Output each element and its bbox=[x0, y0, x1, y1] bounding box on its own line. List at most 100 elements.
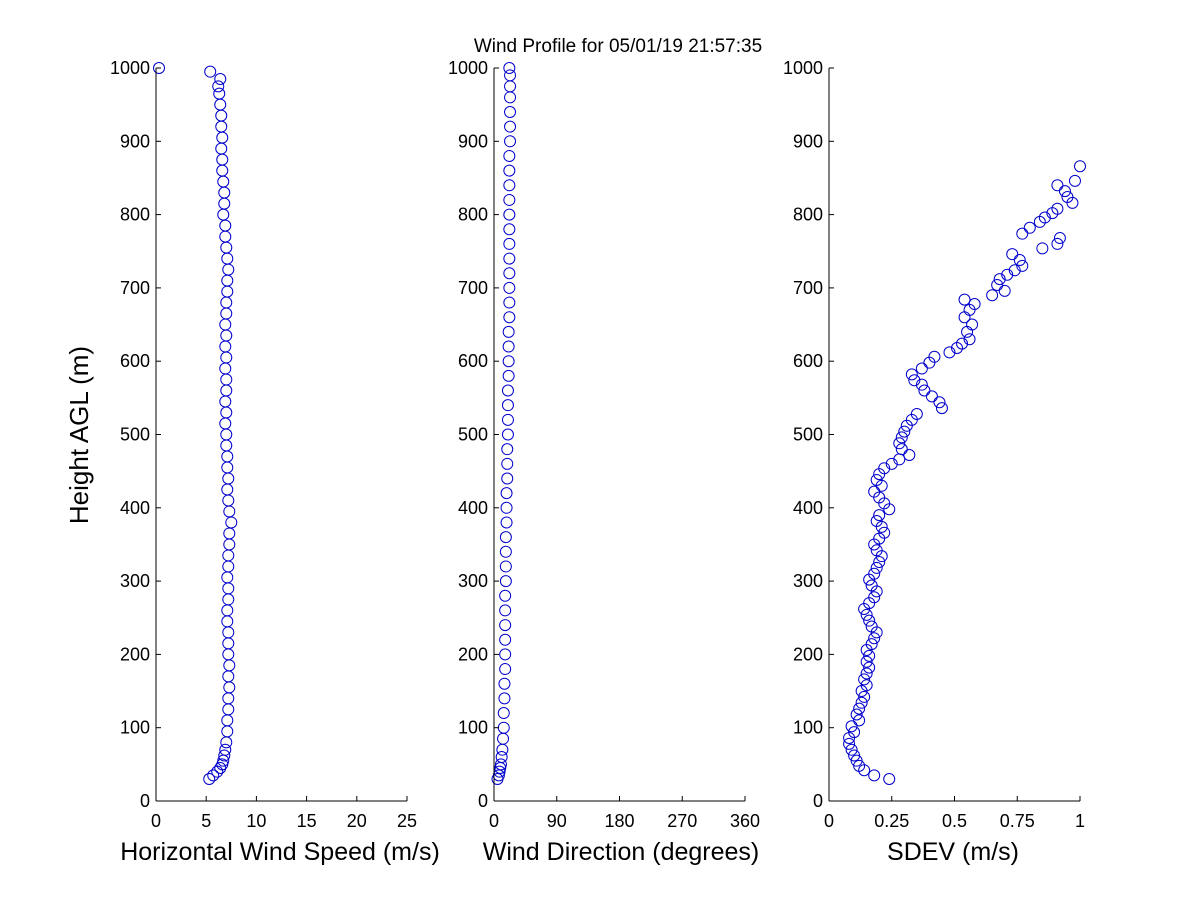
sdev-point bbox=[883, 773, 896, 786]
direction-point bbox=[503, 179, 516, 192]
direction-point bbox=[499, 648, 512, 661]
sdev-point bbox=[943, 346, 956, 359]
sdev-point bbox=[860, 679, 873, 692]
direction-point bbox=[502, 355, 515, 368]
direction-point bbox=[500, 516, 513, 529]
sdev-x-tick-label: 1 bbox=[1075, 811, 1085, 831]
sdev-point bbox=[863, 661, 876, 674]
sdev-point bbox=[986, 289, 999, 302]
sdev-point bbox=[966, 318, 979, 331]
direction-point bbox=[503, 62, 516, 74]
speed-x-tick-label: 25 bbox=[397, 811, 417, 831]
direction-point bbox=[503, 223, 516, 236]
sdev-point bbox=[870, 473, 883, 486]
sdev-y-tick-label: 300 bbox=[793, 571, 823, 591]
sdev-point bbox=[870, 561, 883, 574]
direction-point bbox=[503, 296, 516, 309]
sdev-point bbox=[865, 638, 878, 651]
sdev-point bbox=[993, 273, 1006, 286]
sdev-point bbox=[915, 378, 928, 391]
sdev-point bbox=[1023, 221, 1036, 234]
speed-point bbox=[153, 62, 166, 74]
speed-point bbox=[218, 749, 231, 762]
sdev-y-tick-label: 0 bbox=[813, 791, 823, 811]
direction-point bbox=[503, 267, 516, 280]
direction-point bbox=[498, 692, 511, 705]
sdev-point bbox=[956, 337, 969, 350]
direction-point bbox=[504, 135, 517, 148]
speed-x-tick-label: 5 bbox=[201, 811, 211, 831]
sdev-point bbox=[853, 714, 866, 727]
sdev-point bbox=[860, 608, 873, 621]
sdev-point bbox=[968, 298, 981, 311]
speed-axes: 0 100 200 300 400 500 600 700 800 900 1000 0 5 10 15 20… bbox=[110, 58, 417, 831]
direction-point bbox=[499, 619, 512, 632]
sdev-point bbox=[848, 749, 861, 762]
direction-y-tick-label: 1000 bbox=[448, 58, 488, 78]
sdev-point bbox=[1058, 185, 1071, 198]
sdev-point bbox=[858, 690, 871, 703]
direction-data-points bbox=[491, 62, 517, 786]
speed-y-tick-label: 300 bbox=[120, 571, 150, 591]
speed-y-tick-label: 0 bbox=[140, 791, 150, 811]
sdev-point bbox=[1001, 268, 1014, 281]
sdev-y-tick-label: 800 bbox=[793, 205, 823, 225]
sdev-point bbox=[893, 437, 906, 450]
direction-point bbox=[501, 399, 514, 412]
sdev-point bbox=[1061, 191, 1074, 204]
direction-point bbox=[500, 487, 513, 500]
speed-point bbox=[207, 769, 220, 782]
figure-title: Wind Profile for 05/01/19 21:57:35 bbox=[474, 36, 762, 57]
direction-point bbox=[503, 208, 516, 221]
sdev-point bbox=[863, 649, 876, 662]
sdev-panel: 0 100 200 300 400 500 600 700 800 900 1000 0 0.25 0.5… bbox=[783, 58, 1086, 866]
sdev-point bbox=[843, 737, 856, 750]
sdev-point bbox=[1051, 237, 1064, 250]
direction-point bbox=[501, 472, 514, 485]
direction-point bbox=[503, 252, 516, 265]
direction-point bbox=[501, 428, 514, 441]
direction-y-tick-label: 500 bbox=[458, 425, 488, 445]
sdev-point bbox=[1038, 211, 1051, 224]
direction-point bbox=[503, 193, 516, 206]
direction-x-tick-label: 270 bbox=[667, 811, 697, 831]
y-axis-label: Height AGL (m) bbox=[64, 346, 94, 524]
sdev-point bbox=[908, 374, 921, 387]
sdev-point bbox=[860, 667, 873, 680]
direction-point bbox=[501, 384, 514, 397]
speed-y-tick-label: 1000 bbox=[110, 58, 150, 78]
direction-y-tick-label: 300 bbox=[458, 571, 488, 591]
speed-y-tick-label: 400 bbox=[120, 498, 150, 518]
sdev-point bbox=[963, 333, 976, 346]
direction-y-tick-label: 900 bbox=[458, 131, 488, 151]
sdev-point bbox=[895, 443, 908, 456]
direction-y-tick-label: 200 bbox=[458, 644, 488, 664]
direction-point bbox=[498, 677, 511, 690]
direction-x-tick-label: 0 bbox=[489, 811, 499, 831]
direction-point bbox=[499, 633, 512, 646]
direction-point bbox=[497, 707, 510, 720]
sdev-point bbox=[895, 431, 908, 444]
direction-x-tick-label: 360 bbox=[730, 811, 760, 831]
sdev-point bbox=[873, 509, 886, 522]
speed-y-tick-label: 700 bbox=[120, 278, 150, 298]
sdev-point bbox=[845, 720, 858, 733]
sdev-point bbox=[915, 362, 928, 375]
sdev-point bbox=[1008, 264, 1021, 277]
sdev-point bbox=[850, 708, 863, 721]
sdev-point bbox=[845, 743, 858, 756]
sdev-point bbox=[1006, 248, 1019, 261]
direction-point bbox=[499, 545, 512, 558]
sdev-point bbox=[1051, 179, 1064, 192]
sdev-point bbox=[855, 696, 868, 709]
speed-y-tick-label: 100 bbox=[120, 718, 150, 738]
sdev-point bbox=[1036, 242, 1049, 255]
direction-panel: 0 100 200 300 400 500 600 700 800 900 1000 0 90 180 27… bbox=[448, 58, 760, 866]
sdev-point bbox=[898, 425, 911, 438]
direction-x-tick-label: 90 bbox=[547, 811, 567, 831]
speed-x-tick-label: 10 bbox=[246, 811, 266, 831]
sdev-point bbox=[870, 514, 883, 527]
sdev-point bbox=[910, 407, 923, 420]
sdev-point bbox=[1051, 202, 1064, 215]
sdev-point bbox=[863, 614, 876, 627]
